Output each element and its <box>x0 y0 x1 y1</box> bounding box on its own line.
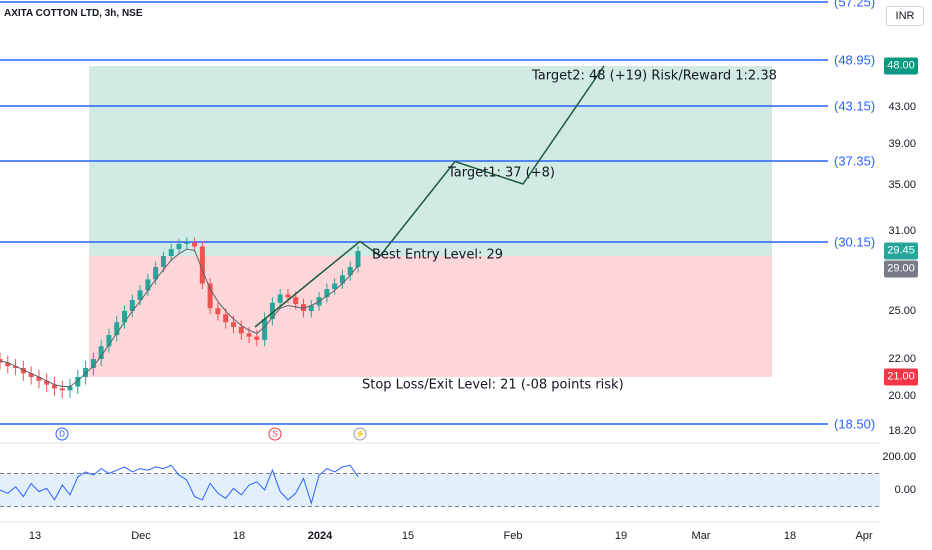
candle-body <box>168 249 174 256</box>
price-tick: 35.00 <box>888 179 916 191</box>
candle-body <box>129 300 135 311</box>
level-label[interactable]: (48.95) <box>834 52 876 68</box>
time-tick: Feb <box>503 530 523 542</box>
level-label[interactable]: (37.35) <box>834 153 876 169</box>
target1-annotation[interactable]: Target1: 37 (+8) <box>448 165 555 181</box>
candle-body <box>122 311 128 323</box>
price-tick: 31.00 <box>888 225 916 237</box>
candle-body <box>254 336 260 340</box>
level-label[interactable]: (18.50) <box>834 416 876 432</box>
candle-body <box>238 327 244 334</box>
candle-body <box>59 388 65 391</box>
stop-annotation[interactable]: Stop Loss/Exit Level: 21 (-08 points ris… <box>362 377 624 393</box>
candle-body <box>75 377 81 387</box>
candle-body <box>199 246 205 284</box>
candle-body <box>44 380 50 385</box>
candle-body <box>301 304 307 311</box>
time-tick: 2024 <box>307 530 333 542</box>
candle-body <box>184 242 190 244</box>
candle-body <box>285 294 291 298</box>
lightning-event-icon[interactable]: ⚡ <box>353 427 367 441</box>
candle-body <box>36 377 42 381</box>
projection-path <box>254 65 605 328</box>
candle-body <box>230 322 236 327</box>
time-tick: Mar <box>691 530 711 542</box>
price-tick: 20.00 <box>888 390 916 402</box>
candle-body <box>5 362 11 367</box>
candle-body <box>13 366 19 368</box>
candle-body <box>153 267 159 280</box>
candle-body <box>192 242 198 247</box>
indicator-tick: 0.00 <box>894 484 916 496</box>
price-badge: 29.00 <box>884 260 918 278</box>
candle-body <box>355 251 361 267</box>
candle-body <box>215 308 221 315</box>
candle-body <box>67 386 73 391</box>
moving-average-line <box>0 248 359 387</box>
currency-selector[interactable]: INR <box>886 6 924 26</box>
indicator-tick: 200.00 <box>882 451 916 463</box>
candle-body <box>28 373 34 377</box>
price-tick: 18.20 <box>888 425 916 437</box>
candle-body <box>293 297 299 305</box>
candle-body <box>160 256 166 267</box>
candle-body <box>90 359 96 368</box>
split-event-icon[interactable]: S <box>268 427 282 441</box>
candle-body <box>145 279 151 291</box>
indicator-line <box>0 464 359 505</box>
candle-body <box>114 322 120 335</box>
price-tick: 22.00 <box>888 353 916 365</box>
time-tick: 13 <box>28 530 42 542</box>
price-tick: 43.00 <box>888 101 916 113</box>
time-tick: 18 <box>783 530 797 542</box>
candle-body <box>51 384 57 389</box>
time-tick: 15 <box>401 530 415 542</box>
candle-body <box>207 283 213 309</box>
indicator-band <box>0 473 880 507</box>
level-label[interactable]: (57.25) <box>834 0 876 10</box>
candle-body <box>269 302 275 319</box>
candle-body <box>339 275 345 284</box>
candle-body <box>332 283 338 289</box>
candle-body <box>20 368 26 374</box>
candle-body <box>83 368 89 377</box>
entry-annotation[interactable]: Best Entry Level: 29 <box>372 247 504 263</box>
level-label[interactable]: (30.15) <box>834 234 876 250</box>
candle-body <box>324 289 330 298</box>
stop-zone <box>89 256 772 377</box>
candle-body <box>277 294 283 303</box>
price-badge: 48.00 <box>884 57 918 75</box>
candle-body <box>176 243 182 250</box>
candle-body <box>223 314 229 323</box>
candle-body <box>106 335 112 347</box>
target2-annotation[interactable]: Target2: 48 (+19) Risk/Reward 1:2.38 <box>532 68 777 84</box>
candle-body <box>262 319 268 340</box>
symbol-title: AXITA COTTON LTD, 3h, NSE <box>4 8 143 19</box>
candle-body <box>246 333 252 337</box>
time-tick: Apr <box>855 530 873 542</box>
dividend-event-icon[interactable]: D <box>55 427 69 441</box>
candle-body <box>347 267 353 276</box>
time-tick: 18 <box>232 530 246 542</box>
candle-body <box>308 305 314 311</box>
time-tick: Dec <box>131 530 151 542</box>
level-label[interactable]: (43.15) <box>834 98 876 114</box>
price-tick: 39.00 <box>888 138 916 150</box>
time-tick: 19 <box>614 530 628 542</box>
candle-body <box>98 346 104 359</box>
price-tick: 25.00 <box>888 305 916 317</box>
candle-body <box>137 290 143 300</box>
price-badge: 21.00 <box>884 368 918 386</box>
price-badge: 29.45 <box>884 242 918 260</box>
